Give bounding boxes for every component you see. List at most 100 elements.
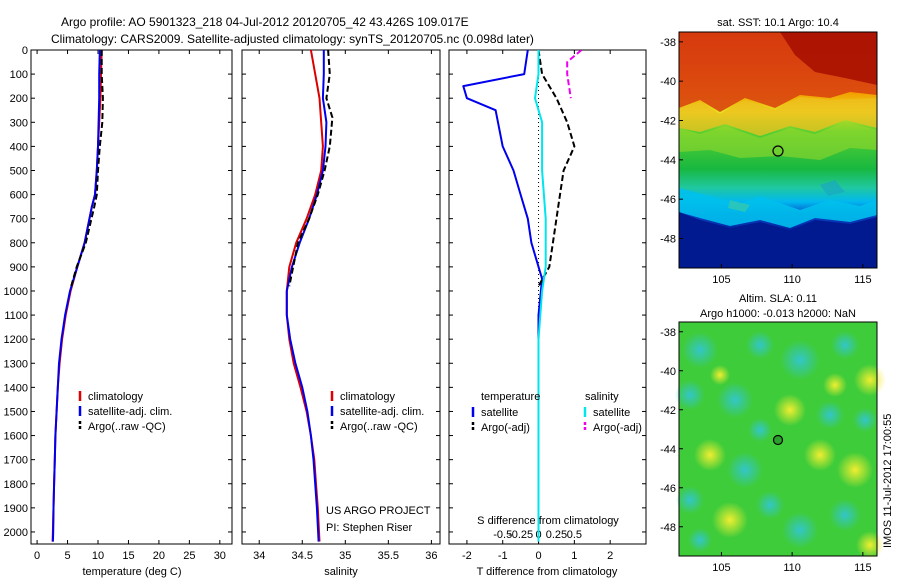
- y-tick-label: 1600: [4, 431, 28, 443]
- temperature-xlabel: temperature (deg C): [82, 566, 181, 578]
- legend-label: satellite: [593, 407, 630, 419]
- x-tick-label: 0: [34, 550, 40, 562]
- sla-blob: [712, 502, 748, 538]
- map-y-tick-label: -44: [660, 444, 676, 456]
- y-tick-label: 1700: [4, 455, 28, 467]
- y-tick-label: 400: [10, 141, 28, 153]
- map-y-tick-label: -46: [660, 483, 676, 495]
- sla-blob: [694, 439, 726, 471]
- sst-argo-marker: [772, 145, 784, 157]
- map-y-tick-label: -40: [660, 366, 676, 378]
- map-y-tick-label: -48: [660, 522, 676, 534]
- sla-blob: [746, 331, 774, 359]
- x-tick-label: 15: [122, 550, 134, 562]
- sla-blob: [782, 512, 818, 548]
- legend-label: satellite-adj. clim.: [88, 406, 172, 418]
- legend-heading: salinity: [585, 391, 619, 403]
- x-tick-label: 35: [339, 550, 351, 562]
- x2-tick-label: 0.25: [546, 529, 567, 541]
- map-y-tick-label: -38: [660, 327, 676, 339]
- y-tick-label: 1300: [4, 358, 28, 370]
- y-tick-label: 1000: [4, 286, 28, 298]
- sla-blob: [780, 340, 820, 380]
- series-line: [462, 50, 544, 542]
- series-line: [534, 50, 547, 542]
- sla-blob: [748, 418, 772, 442]
- y-tick-label: 1100: [4, 310, 28, 322]
- legend-label: climatology: [340, 391, 396, 403]
- y-tick-label: 1800: [4, 479, 28, 491]
- project-annotation: US ARGO PROJECT: [326, 505, 431, 517]
- sla-map-title2: Argo h1000: -0.013 h2000: NaN: [700, 308, 856, 320]
- series-line: [70, 50, 104, 287]
- map-x-tick-label: 110: [783, 274, 801, 286]
- sst-map-frame: [678, 31, 878, 269]
- sla-blob: [804, 439, 836, 471]
- sla-blob: [688, 528, 712, 552]
- sla-map-frame: [678, 321, 878, 557]
- sla-blob: [756, 491, 784, 519]
- sla-blob: [831, 331, 859, 359]
- x-tick-label: 5: [64, 550, 70, 562]
- map-x-tick-label: 105: [712, 562, 730, 574]
- x-tick-label: 0: [535, 550, 541, 562]
- x-tick-label: 34.5: [292, 550, 313, 562]
- sla-blob: [816, 401, 844, 429]
- difference-axes: [448, 49, 647, 545]
- series-line: [285, 50, 324, 542]
- sla-blob: [823, 373, 847, 397]
- map-y-tick-label: -38: [660, 37, 676, 49]
- map-x-tick-label: 105: [712, 274, 730, 286]
- y-tick-label: 1200: [4, 334, 28, 346]
- sla-blob: [675, 380, 705, 410]
- legend-label: Argo(-adj): [481, 422, 530, 434]
- sla-blob: [774, 394, 806, 426]
- pi-annotation: PI: Stephen Riser: [326, 522, 413, 534]
- x2-tick-label: -0.5: [493, 529, 512, 541]
- x-tick-label: 2: [607, 550, 613, 562]
- y-tick-label: 100: [10, 69, 28, 81]
- series-line: [51, 50, 103, 542]
- sla-blob: [727, 452, 763, 488]
- map-x-tick-label: 115: [854, 562, 872, 574]
- legend-heading: temperature: [481, 391, 540, 403]
- x-tick-label: 1: [571, 550, 577, 562]
- y-tick-label: 600: [10, 190, 28, 202]
- x-tick-label: 10: [92, 550, 104, 562]
- x-tick-label: 34: [253, 550, 265, 562]
- sla-blob: [853, 408, 877, 432]
- title-line2: Climatology: CARS2009. Satellite-adjuste…: [51, 32, 534, 46]
- legend-label: Argo(..raw -QC): [88, 421, 166, 433]
- series-line: [285, 50, 328, 542]
- x-tick-label: 25: [183, 550, 195, 562]
- y-tick-label: 2000: [4, 527, 28, 539]
- series-line: [288, 50, 334, 287]
- y-tick-label: 1900: [4, 503, 28, 515]
- map-y-tick-label: -44: [660, 155, 676, 167]
- legend-label: satellite-adj. clim.: [340, 406, 424, 418]
- x-tick-label: 36: [425, 550, 437, 562]
- sla-map-image: [675, 322, 886, 559]
- sla-blob: [854, 364, 886, 396]
- legend-label: Argo(..raw -QC): [340, 421, 418, 433]
- map-y-tick-label: -42: [660, 405, 676, 417]
- legend-label: satellite: [481, 407, 518, 419]
- sst-map-axes: 105 110 115 -38 -40 -42 -44 -46 -48: [660, 37, 872, 286]
- legend-label: Argo(-adj): [593, 422, 642, 434]
- x-tick-label: -1: [498, 550, 508, 562]
- x-tick-label: 35.5: [378, 550, 399, 562]
- sla-blob: [717, 382, 753, 418]
- sla-map-axes: 105 110 115 -38 -40 -42 -44 -46 -48: [660, 327, 872, 574]
- map-y-tick-label: -48: [660, 234, 676, 246]
- salinity-axes: [241, 49, 441, 545]
- sla-blob: [710, 365, 730, 385]
- y-tick-label: 800: [10, 238, 28, 250]
- sst-map-title: sat. SST: 10.1 Argo: 10.4: [717, 17, 839, 29]
- salinity-xlabel: salinity: [324, 566, 358, 578]
- y-tick-label: 1400: [4, 382, 28, 394]
- y-tick-label: 700: [10, 214, 28, 226]
- x-tick-label: -2: [462, 550, 472, 562]
- sla-blob: [676, 486, 704, 514]
- x-tick-label: 20: [153, 550, 165, 562]
